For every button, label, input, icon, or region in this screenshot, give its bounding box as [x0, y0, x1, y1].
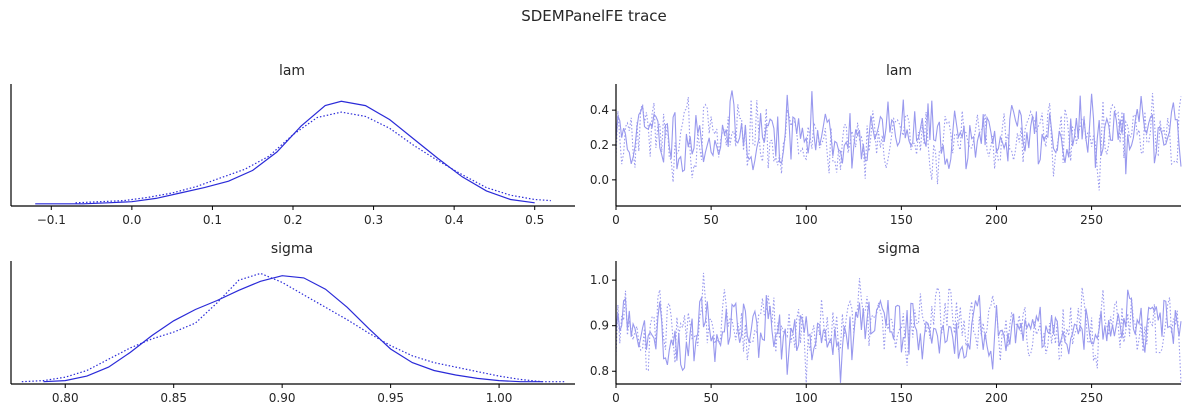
lam-trace-title: lam: [886, 63, 912, 79]
x-tick-label: 0.2: [283, 213, 302, 227]
x-tick-label: 200: [985, 391, 1008, 405]
x-tick-label: 50: [703, 391, 718, 405]
y-tick-label: 0.8: [590, 364, 609, 378]
y-tick-label: 0.4: [590, 103, 609, 117]
x-tick-label: 0: [612, 391, 620, 405]
sigma-trace-series-0: [615, 289, 1182, 383]
x-tick-label: 100: [795, 391, 818, 405]
y-tick-label: 0.9: [590, 319, 609, 333]
x-tick-label: 250: [1080, 391, 1103, 405]
sigma-trace-series-1: [615, 272, 1182, 383]
x-tick-label: 0.0: [122, 213, 141, 227]
x-tick-label: 50: [703, 213, 718, 227]
sigma-kde-series-1: [21, 272, 565, 383]
y-tick-label: 0.2: [590, 138, 609, 152]
sigma-trace-panel: sigma 0 50 100 150 200 250 0.8 0.9 1.0: [590, 241, 1182, 405]
lam-trace-series-1: [615, 93, 1182, 191]
lam-density-title: lam: [279, 63, 305, 79]
x-tick-label: 0.3: [364, 213, 383, 227]
lam-trace-panel: lam 0 50 100 150 200 250 0.0 0.2 0.4: [590, 63, 1182, 227]
x-tick-label: 0.90: [269, 391, 296, 405]
x-tick-label: 150: [890, 391, 913, 405]
x-tick-label: 1.00: [486, 391, 513, 405]
sigma-density-panel: sigma 0.80 0.85 0.90 0.95 1.00: [10, 241, 575, 405]
sigma-kde-series-0: [43, 275, 543, 383]
lam-kde-series-0: [35, 100, 535, 205]
lam-density-panel: lam −0.1 0.0 0.1 0.2 0.3 0.4 0.5: [10, 63, 575, 227]
x-tick-label: 0.85: [160, 391, 187, 405]
y-tick-label: 1.0: [590, 273, 609, 287]
x-tick-label: 200: [985, 213, 1008, 227]
x-tick-label: 0.1: [203, 213, 222, 227]
x-tick-label: −0.1: [37, 213, 66, 227]
sigma-trace-title: sigma: [878, 241, 920, 257]
lam-trace-series-0: [615, 90, 1182, 175]
x-tick-label: 0.95: [377, 391, 404, 405]
lam-kde-series-1: [75, 111, 551, 204]
sigma-density-title: sigma: [271, 241, 313, 257]
x-tick-label: 0.80: [52, 391, 79, 405]
x-tick-label: 150: [890, 213, 913, 227]
x-tick-label: 250: [1080, 213, 1103, 227]
x-tick-label: 0.5: [525, 213, 544, 227]
y-tick-label: 0.0: [590, 173, 609, 187]
x-tick-label: 0.4: [445, 213, 464, 227]
x-tick-label: 0: [612, 213, 620, 227]
x-tick-label: 100: [795, 213, 818, 227]
figure-title: SDEMPanelFE trace: [521, 7, 667, 25]
